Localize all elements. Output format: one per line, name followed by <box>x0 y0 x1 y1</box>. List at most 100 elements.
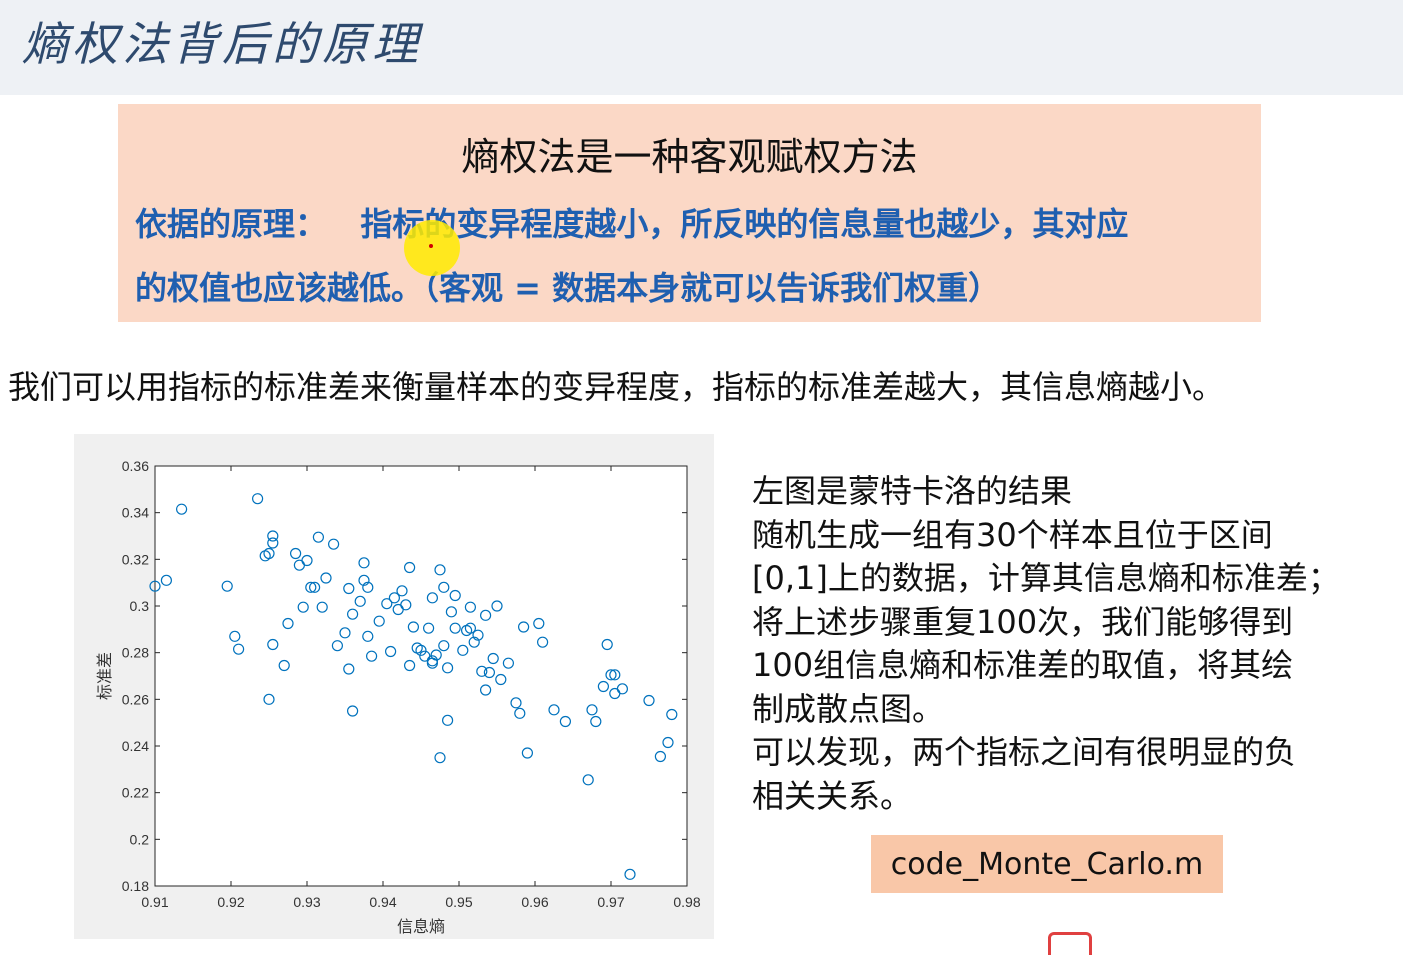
data-point <box>267 638 279 651</box>
x-tick-label: 0.94 <box>369 894 396 910</box>
data-point <box>586 704 598 716</box>
data-point <box>252 493 264 505</box>
data-point <box>445 606 457 618</box>
description-line: 相关关系。 <box>752 776 913 815</box>
data-point <box>514 707 526 719</box>
y-tick-label: 0.22 <box>122 785 149 801</box>
data-point <box>290 547 302 560</box>
data-point <box>548 704 560 716</box>
data-point <box>609 669 621 681</box>
description-line: 随机生成一组有30个样本且位于区间 <box>752 515 1273 554</box>
scatter-chart: 0.91 0.92 0.93 0.94 0.95 0.96 0.97 0.98 0.18 0.2 0… <box>95 458 701 936</box>
data-point <box>662 736 674 749</box>
data-point <box>320 572 332 584</box>
data-point <box>305 581 317 593</box>
data-point <box>502 657 514 669</box>
data-point <box>472 629 484 641</box>
data-point <box>229 630 241 642</box>
data-point <box>347 608 359 620</box>
data-point <box>533 617 545 630</box>
data-point <box>343 663 355 675</box>
x-tick-label: 0.98 <box>673 894 700 910</box>
x-axis-label: 信息熵 <box>397 917 445 936</box>
data-point <box>537 636 549 648</box>
data-point <box>601 638 613 651</box>
data-point <box>263 547 275 560</box>
data-point <box>328 538 340 550</box>
data-point <box>521 747 533 759</box>
x-tick-label: 0.95 <box>445 894 472 910</box>
data-point <box>362 581 374 593</box>
data-point <box>263 693 275 705</box>
pointer-center <box>429 244 433 248</box>
data-point <box>468 636 480 648</box>
data-point <box>407 621 419 633</box>
x-tick-label: 0.97 <box>597 894 624 910</box>
data-point <box>149 580 161 592</box>
y-tick-label: 0.32 <box>122 551 149 567</box>
corner-logo-mark <box>1048 932 1092 955</box>
y-tick-label: 0.28 <box>122 645 149 661</box>
y-tick-label: 0.24 <box>122 738 149 754</box>
description-line: 100组信息熵和标准差的取值，将其绘 <box>752 646 1294 684</box>
data-point <box>605 669 617 681</box>
data-point <box>442 662 454 674</box>
y-tick-label: 0.2 <box>130 831 150 847</box>
plot-area <box>154 465 688 887</box>
principle-text: 依据的原理： 指标的变异程度越小，所反映的信息量也越少，其对应 的权值也应该越低… <box>135 192 1245 320</box>
title-bar: 熵权法背后的原理 <box>0 0 1403 95</box>
data-point <box>426 655 438 667</box>
data-point <box>267 530 279 542</box>
data-point <box>358 557 370 569</box>
data-point <box>366 650 378 662</box>
description-line: 可以发现，两个指标之间有很明显的负 <box>752 733 1297 771</box>
data-point <box>495 673 507 686</box>
description-line: 制成散点图。 <box>752 689 945 728</box>
data-point <box>491 600 503 612</box>
data-point <box>404 561 416 574</box>
data-point <box>396 585 408 597</box>
data-point <box>476 665 488 677</box>
y-tick-label: 0.26 <box>122 691 149 707</box>
data-point <box>233 643 245 655</box>
principle-line-2: 的权值也应该越低。（客观 = 数据本身就可以告诉我们权重） <box>135 269 1001 307</box>
x-tick-label: 0.93 <box>293 894 320 910</box>
data-point <box>373 615 385 627</box>
description-line: 将上述步骤重复100次，我们能够得到 <box>752 602 1294 641</box>
x-tick-label: 0.96 <box>521 894 548 910</box>
data-point <box>388 592 400 604</box>
data-point <box>301 554 313 567</box>
data-point <box>438 640 450 652</box>
data-point <box>309 581 321 593</box>
data-point <box>510 697 522 709</box>
data-point <box>404 659 416 672</box>
data-point <box>464 622 476 634</box>
x-tick-label: 0.92 <box>217 894 244 910</box>
data-point <box>331 640 343 652</box>
data-point <box>423 622 435 634</box>
principle-box: 熵权法是一种客观赋权方法 依据的原理： 指标的变异程度越小，所反映的信息量也越少… <box>118 104 1261 322</box>
data-point <box>582 774 594 786</box>
data-point <box>175 503 188 515</box>
y-axis-label: 标准差 <box>95 652 114 700</box>
data-point <box>400 599 412 611</box>
description-line: [0,1]上的数据，计算其信息熵和标准差； <box>752 559 1340 597</box>
data-point <box>415 644 427 656</box>
x-tick-label: 0.91 <box>141 894 168 910</box>
description: 左图是蒙特卡洛的结果随机生成一组有30个样本且位于区间 [0,1]上的数据，计算其… <box>752 470 1392 818</box>
data-point <box>480 609 492 621</box>
principle-line-1: 依据的原理： 指标的变异程度越小，所反映的信息量也越少，其对应 <box>135 205 1129 243</box>
data-point <box>483 666 495 679</box>
data-point <box>666 708 678 721</box>
description-line: 左图是蒙特卡洛的结果 <box>752 472 1073 510</box>
code-file-badge[interactable]: code_Monte_Carlo.m <box>871 835 1223 893</box>
data-point <box>362 630 374 642</box>
data-point <box>449 589 461 602</box>
data-point <box>221 580 233 592</box>
data-point <box>282 617 294 630</box>
data-point <box>654 750 667 763</box>
data-point <box>316 601 328 613</box>
data-point <box>438 581 450 593</box>
data-point <box>278 659 290 672</box>
data-point <box>354 595 366 607</box>
